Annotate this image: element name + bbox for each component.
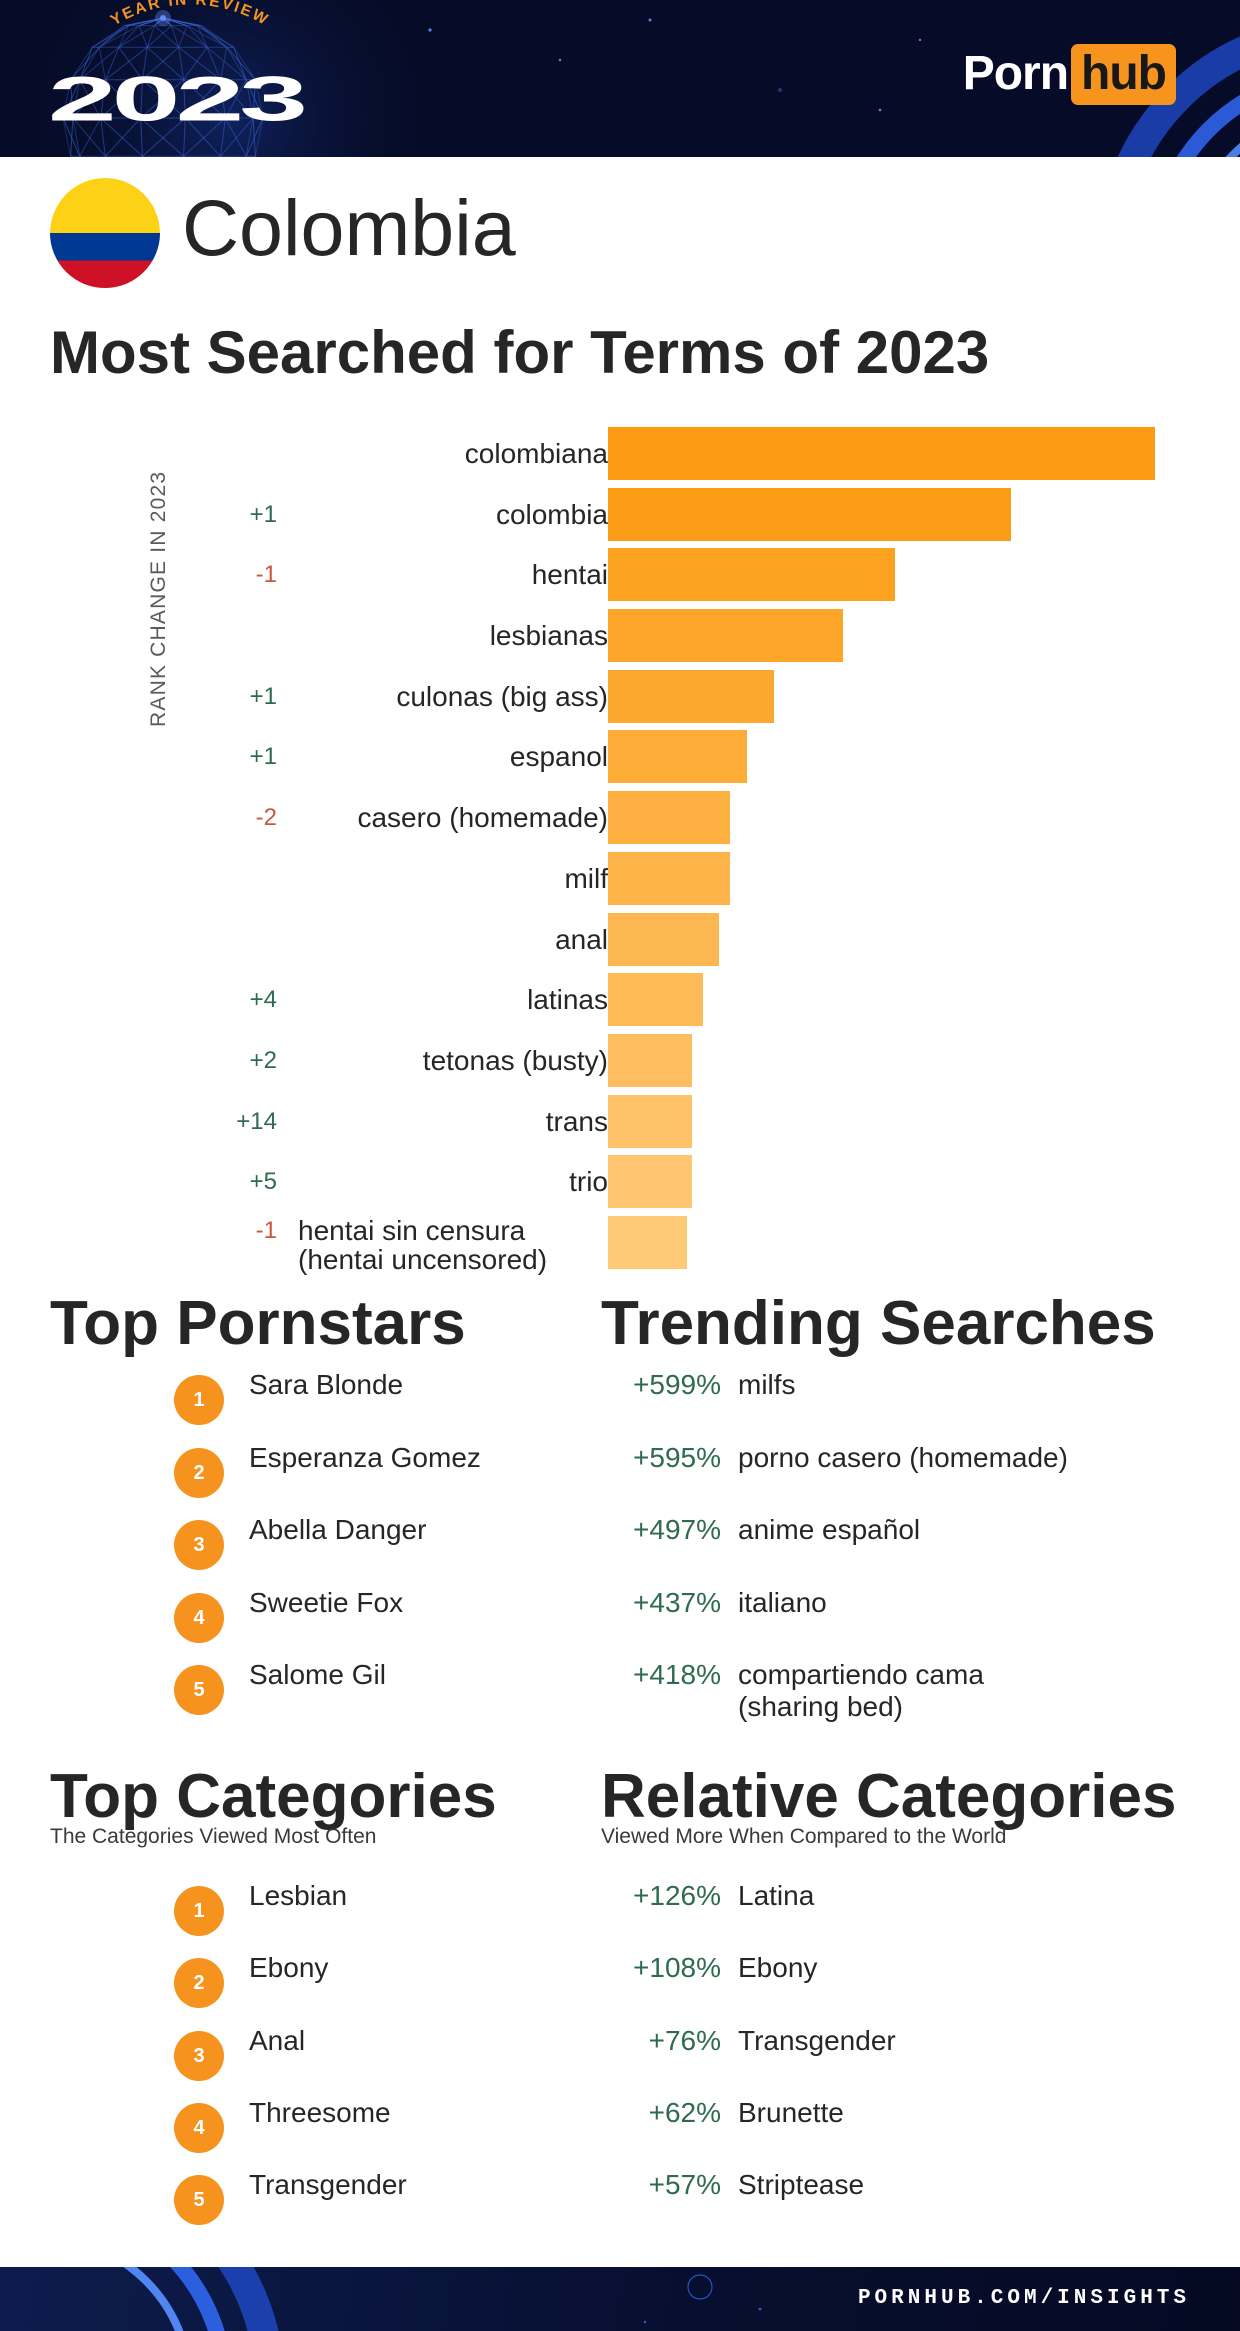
- svg-text:YEAR IN REVIEW: YEAR IN REVIEW: [108, 0, 272, 29]
